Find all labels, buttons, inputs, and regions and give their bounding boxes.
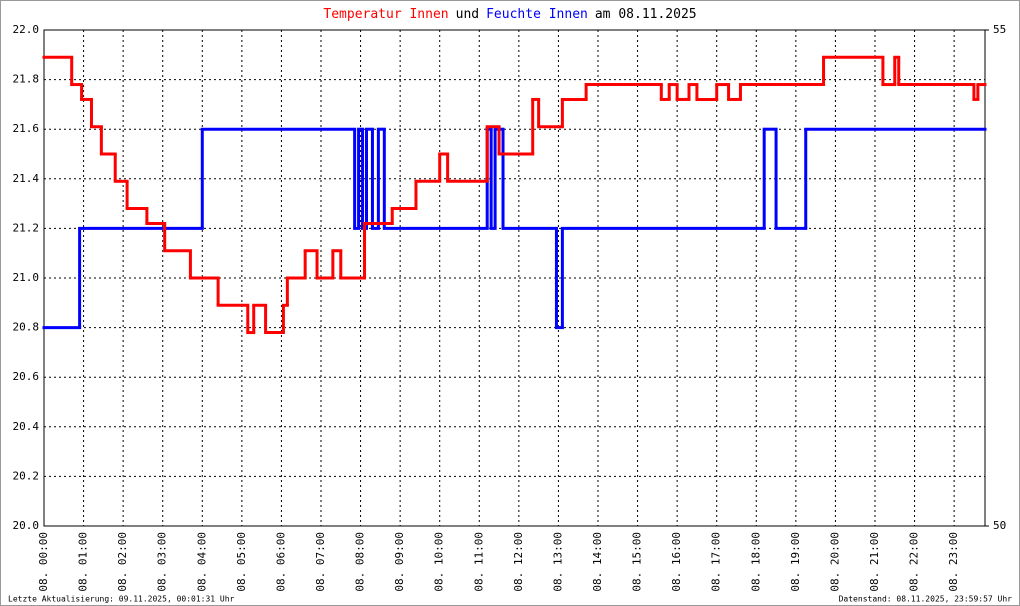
x-tick-label: 08. 08:00 <box>354 532 367 592</box>
x-tick-label: 08. 05:00 <box>235 532 248 592</box>
title-part: Feuchte Innen <box>486 7 588 22</box>
series <box>42 127 987 330</box>
title-part: Temperatur Innen <box>323 7 448 22</box>
y-tick-label: 20.2 <box>13 469 40 482</box>
title-part: und <box>456 7 479 22</box>
x-tick-label: 08. 03:00 <box>156 532 169 592</box>
x-tick-label: 08. 11:00 <box>472 532 485 592</box>
y2-tick-label: 55 <box>993 23 1006 36</box>
y-tick-label: 22.0 <box>13 23 40 36</box>
plot-frame <box>43 29 986 527</box>
x-tick-label: 08. 13:00 <box>551 532 564 592</box>
y-tick-label: 21.8 <box>13 73 40 86</box>
y-tick-label: 21.0 <box>13 271 40 284</box>
x-tick-label: 08. 06:00 <box>274 532 287 592</box>
x-tick-label: 08. 00:00 <box>37 532 50 592</box>
x-tick-label: 08. 15:00 <box>631 532 644 592</box>
y-tick-label: 20.6 <box>13 370 40 383</box>
x-tick-label: 08. 02:00 <box>116 532 129 592</box>
y-tick-label: 20.0 <box>13 519 40 532</box>
x-tick-label: 08. 04:00 <box>195 532 208 592</box>
y-tick-label: 20.8 <box>13 321 40 334</box>
footer-left: Letzte Aktualisierung: 09.11.2025, 00:01… <box>8 595 235 604</box>
y-tick-label: 21.6 <box>13 122 40 135</box>
x-tick-label: 08. 19:00 <box>789 532 802 592</box>
x-tick-label: 08. 23:00 <box>947 532 960 592</box>
x-tick-label: 08. 12:00 <box>512 532 525 592</box>
x-tick-label: 08. 07:00 <box>314 532 327 592</box>
x-tick-label: 08. 20:00 <box>828 532 841 592</box>
footer-right: Datenstand: 08.11.2025, 23:59:57 Uhr <box>839 595 1013 604</box>
x-tick-label: 08. 22:00 <box>908 532 921 592</box>
y2-tick-label: 50 <box>993 519 1006 532</box>
x-tick-label: 08. 18:00 <box>749 532 762 592</box>
x-tick-label: 08. 21:00 <box>868 532 881 592</box>
y-tick-label: 21.2 <box>13 221 40 234</box>
x-tick-label: 08. 17:00 <box>710 532 723 592</box>
x-tick-label: 08. 01:00 <box>77 532 90 592</box>
x-tick-label: 08. 10:00 <box>433 532 446 592</box>
x-tick-label: 08. 14:00 <box>591 532 604 592</box>
y-tick-label: 21.4 <box>13 172 40 185</box>
series <box>42 55 987 335</box>
y-tick-label: 20.4 <box>13 420 40 433</box>
chart-title: Temperatur Innen und Feuchte Innen am 08.11… <box>323 7 696 22</box>
x-tick-label: 08. 16:00 <box>670 532 683 592</box>
title-part: am 08.11.2025 <box>595 7 697 22</box>
x-tick-label: 08. 09:00 <box>393 532 406 592</box>
